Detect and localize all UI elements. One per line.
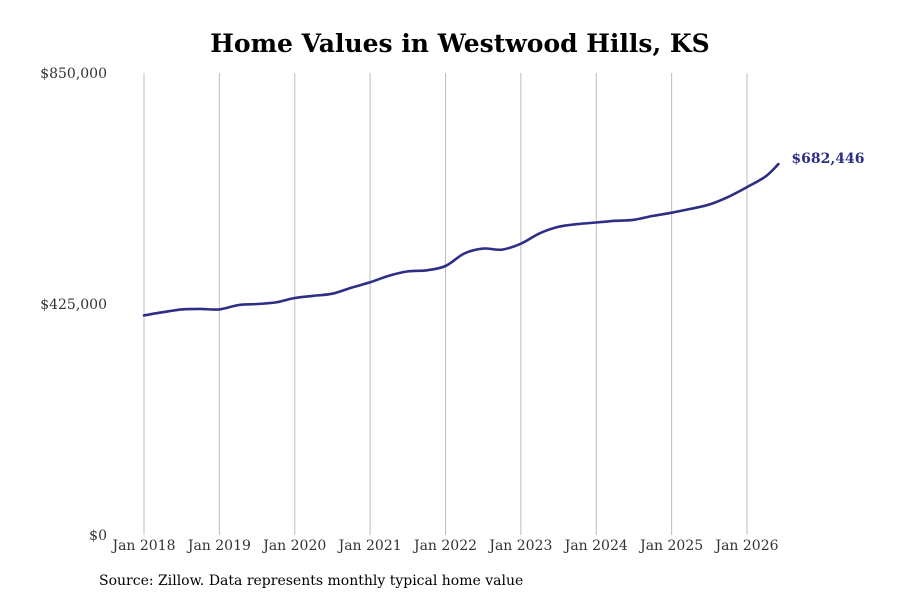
x-tick-label: Jan 2022	[412, 538, 477, 554]
x-tick-label: Jan 2024	[563, 538, 628, 554]
x-tick-label: Jan 2019	[186, 538, 251, 554]
x-axis-ticks: Jan 2018 Jan 2019 Jan 2020 Jan 2021 Jan 2022…	[110, 538, 778, 554]
source-note: Source: Zillow. Data represents monthly …	[99, 573, 524, 589]
x-tick-label: Jan 2021	[337, 538, 402, 554]
x-tick-label: Jan 2018	[110, 538, 175, 554]
grid	[143, 73, 748, 535]
y-axis-ticks: $0 $425,000 $850,000	[40, 66, 107, 544]
x-tick-label: Jan 2025	[638, 538, 703, 554]
y-tick-label: $850,000	[40, 66, 107, 82]
x-tick-label: Jan 2023	[487, 538, 552, 554]
x-tick-label: Jan 2026	[713, 538, 778, 554]
series-line	[142, 162, 780, 317]
chart-title: Home Values in Westwood Hills, KS	[210, 29, 709, 58]
y-tick-label: $425,000	[40, 297, 107, 313]
end-value-label: $682,446	[791, 151, 864, 167]
x-tick-label: Jan 2020	[261, 538, 326, 554]
y-tick-label: $0	[89, 528, 107, 544]
